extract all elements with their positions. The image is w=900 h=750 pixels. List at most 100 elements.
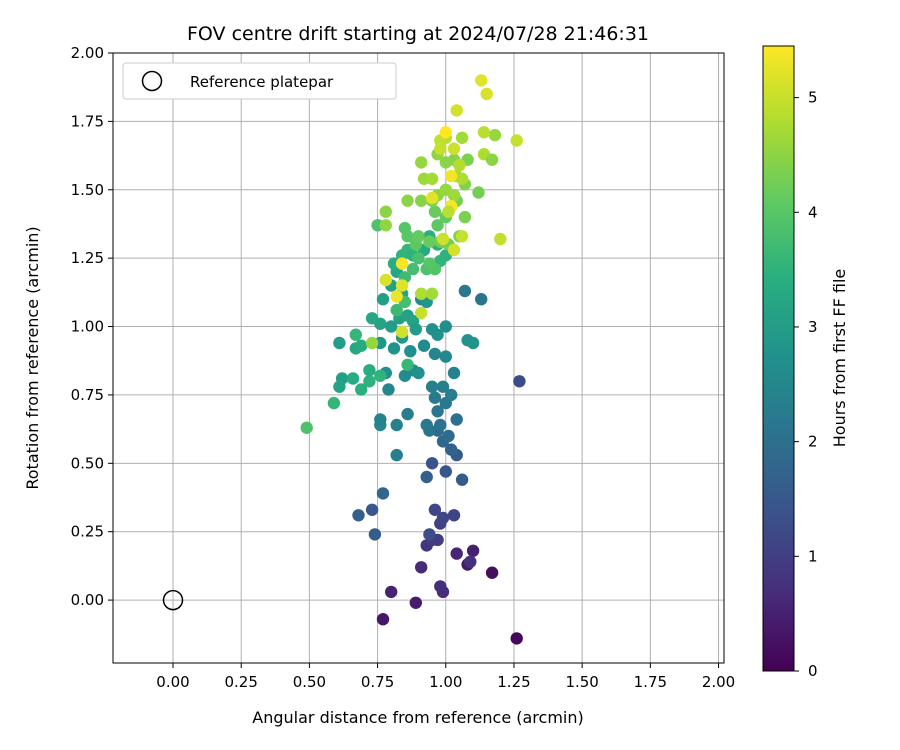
data-point: [401, 358, 414, 371]
data-point: [445, 169, 458, 183]
data-point: [447, 243, 461, 257]
data-point: [428, 347, 442, 361]
data-point: [333, 380, 346, 393]
data-point: [385, 320, 398, 333]
data-point: [363, 364, 376, 377]
data-point: [355, 339, 368, 352]
legend: Reference platepar: [122, 62, 397, 100]
data-point: [466, 544, 480, 557]
data-point: [439, 320, 452, 333]
data-point: [442, 429, 455, 443]
data-point: [485, 153, 499, 166]
y-tick-label: 0.75: [71, 386, 104, 404]
y-tick-label: 0.25: [71, 523, 104, 541]
data-point: [374, 413, 387, 426]
data-point: [420, 418, 433, 432]
data-point: [434, 418, 447, 432]
data-point: [425, 323, 439, 336]
data-point: [406, 262, 420, 276]
data-point: [428, 205, 442, 218]
data-point: [327, 396, 341, 410]
data-point: [425, 380, 439, 393]
y-axis-ticks: 0.00 0.25 0.50 0.75 1.00 1.25 1.50 1.75 2.00: [71, 44, 113, 609]
data-point: [464, 555, 477, 568]
data-point: [423, 528, 436, 541]
data-point: [425, 172, 439, 185]
data-point: [442, 205, 455, 218]
data-point: [485, 566, 499, 579]
data-point: [423, 257, 436, 270]
x-axis-ticks: 0.00 0.25 0.50 0.75 1.00 1.25 1.50 1.75 2.00: [156, 663, 735, 691]
colorbar-tick-label: 3: [808, 318, 818, 336]
data-point: [455, 172, 469, 185]
data-point: [450, 547, 463, 560]
y-tick-label: 2.00: [71, 44, 104, 62]
legend-marker: [141, 70, 163, 92]
data-point: [363, 375, 376, 388]
data-point: [488, 128, 502, 142]
data-point: [513, 375, 526, 388]
data-point: [379, 273, 392, 287]
data-point: [431, 219, 444, 232]
data-point: [376, 293, 390, 306]
data-point: [401, 230, 414, 243]
data-point: [300, 421, 313, 434]
data-point: [455, 131, 469, 144]
x-tick-label: 1.25: [497, 673, 530, 691]
data-point: [349, 328, 362, 341]
data-point: [412, 230, 425, 243]
y-tick-label: 1.75: [71, 112, 104, 130]
colorbar-tick-label: 4: [808, 203, 818, 221]
data-point: [480, 87, 493, 101]
data-point: [365, 336, 379, 350]
data-point: [458, 210, 472, 224]
data-point: [439, 156, 452, 169]
x-tick-label: 0.75: [361, 673, 394, 691]
x-tick-label: 0.25: [224, 673, 257, 691]
data-point: [455, 473, 469, 486]
data-point: [346, 372, 360, 385]
y-tick-label: 1.50: [71, 181, 104, 199]
data-point: [466, 336, 480, 350]
data-point: [333, 336, 346, 350]
data-point: [415, 306, 428, 320]
data-point: [376, 487, 390, 500]
data-point: [390, 303, 403, 317]
x-tick-label: 2.00: [702, 673, 735, 691]
data-point: [395, 279, 409, 292]
data-point: [415, 561, 428, 574]
data-point: [428, 503, 442, 516]
data-point: [472, 186, 485, 199]
reference-marker: [162, 589, 184, 611]
data-point: [390, 290, 403, 303]
data-point: [436, 232, 450, 246]
data-point: [382, 383, 395, 396]
x-tick-label: 1.00: [429, 673, 462, 691]
data-point: [374, 369, 387, 382]
data-point: [439, 126, 452, 139]
data-point: [494, 232, 507, 246]
plot-frame: [112, 52, 725, 664]
data-point: [510, 632, 523, 645]
data-point: [395, 257, 409, 270]
data-point: [401, 194, 414, 207]
x-tick-label: 0.00: [156, 673, 189, 691]
data-point: [368, 528, 382, 541]
data-point: [404, 345, 417, 358]
x-tick-label: 1.75: [634, 673, 667, 691]
y-tick-label: 0.50: [71, 454, 104, 472]
data-point: [409, 596, 422, 609]
x-tick-label: 1.50: [565, 673, 598, 691]
data-point: [428, 391, 442, 404]
data-point: [510, 134, 523, 147]
data-point: [447, 366, 461, 380]
data-point: [436, 380, 450, 393]
data-point: [431, 405, 444, 418]
colorbar-tick-label: 5: [808, 89, 818, 107]
data-point: [439, 350, 452, 363]
data-point: [379, 205, 392, 218]
data-point: [401, 407, 414, 421]
colorbar-gradient: [762, 45, 795, 672]
data-point: [412, 366, 425, 380]
